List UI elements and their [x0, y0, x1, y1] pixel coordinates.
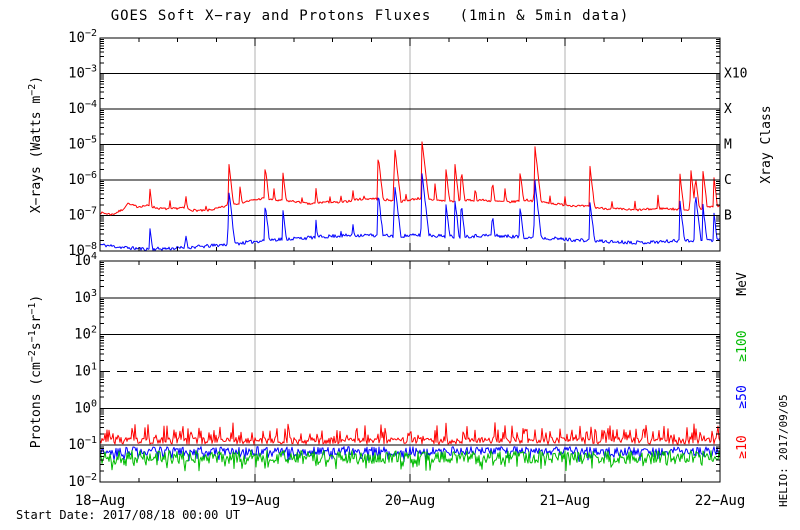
xray-traces — [100, 141, 720, 251]
credit-label: HELIO: 2017/09/05 — [777, 394, 790, 507]
svg-text:10−5: 10−5 — [68, 135, 97, 153]
svg-text:21−Aug: 21−Aug — [540, 493, 591, 509]
svg-text:10−1: 10−1 — [68, 435, 97, 453]
protons-ge10MeV-trace — [100, 422, 720, 445]
protons-ticks — [99, 261, 721, 482]
start-date-label: Start Date: 2017/08/18 00:00 UT — [16, 508, 240, 522]
svg-text:10−8: 10−8 — [68, 241, 97, 259]
svg-text:102: 102 — [74, 325, 97, 343]
svg-text:18−Aug: 18−Aug — [75, 493, 126, 509]
protons-ge50MeV-trace — [100, 446, 720, 463]
protons-traces — [100, 422, 720, 472]
svg-text:10−6: 10−6 — [68, 170, 97, 188]
svg-text:Xray Class: Xray Class — [759, 105, 774, 183]
x-axis-date-labels: 18−Aug 19−Aug 20−Aug 21−Aug 22−Aug — [75, 493, 746, 509]
protons-decade-gridlines — [100, 297, 720, 446]
xray-ticks — [99, 38, 721, 251]
svg-text:101: 101 — [74, 362, 97, 380]
svg-text:≥100: ≥100 — [735, 330, 750, 361]
svg-text:M: M — [724, 138, 732, 153]
svg-text:10−7: 10−7 — [68, 206, 97, 224]
svg-text:≥50: ≥50 — [735, 385, 750, 408]
svg-text:22−Aug: 22−Aug — [695, 493, 746, 509]
svg-text:10−4: 10−4 — [68, 99, 97, 117]
protons-ge100MeV-trace — [100, 449, 720, 472]
svg-text:19−Aug: 19−Aug — [230, 493, 281, 509]
protons-ytick-labels: 104 103 102 101 100 10−1 10−2 — [68, 251, 97, 490]
xray-right-labels: X10 X M C B — [724, 67, 747, 224]
svg-text:100: 100 — [74, 398, 97, 416]
svg-text:10−3: 10−3 — [68, 64, 97, 82]
xray-decade-gridlines — [100, 73, 720, 216]
svg-text:103: 103 — [74, 288, 97, 306]
xray-axis-titles: X−rays (Watts m−2) Xray Class — [27, 76, 774, 213]
svg-text:MeV: MeV — [735, 272, 750, 296]
protons-axis-titles: Protons (cm−2s−1sr−1) MeV — [27, 272, 750, 448]
svg-text:X−rays (Watts m−2): X−rays (Watts m−2) — [27, 76, 44, 213]
svg-text:≥10: ≥10 — [735, 435, 750, 458]
svg-text:Protons (cm−2s−1sr−1): Protons (cm−2s−1sr−1) — [27, 295, 44, 449]
svg-text:B: B — [724, 209, 732, 224]
svg-text:X10: X10 — [724, 67, 747, 82]
protons-right-labels: ≥100 ≥50 ≥10 — [735, 330, 750, 458]
xray-long-wavelength-trace — [100, 141, 720, 216]
svg-text:C: C — [724, 173, 732, 188]
svg-text:104: 104 — [74, 251, 97, 269]
xray-ytick-labels: 10−2 10−3 10−4 10−5 10−6 10−7 10−8 — [68, 28, 97, 259]
chart-title: GOES Soft X−ray and Protons Fluxes (1min… — [110, 8, 630, 24]
xray-short-wavelength-trace — [100, 173, 720, 251]
svg-text:X: X — [724, 102, 732, 117]
svg-text:20−Aug: 20−Aug — [385, 493, 436, 509]
svg-text:10−2: 10−2 — [68, 472, 97, 490]
svg-text:10−2: 10−2 — [68, 28, 97, 46]
